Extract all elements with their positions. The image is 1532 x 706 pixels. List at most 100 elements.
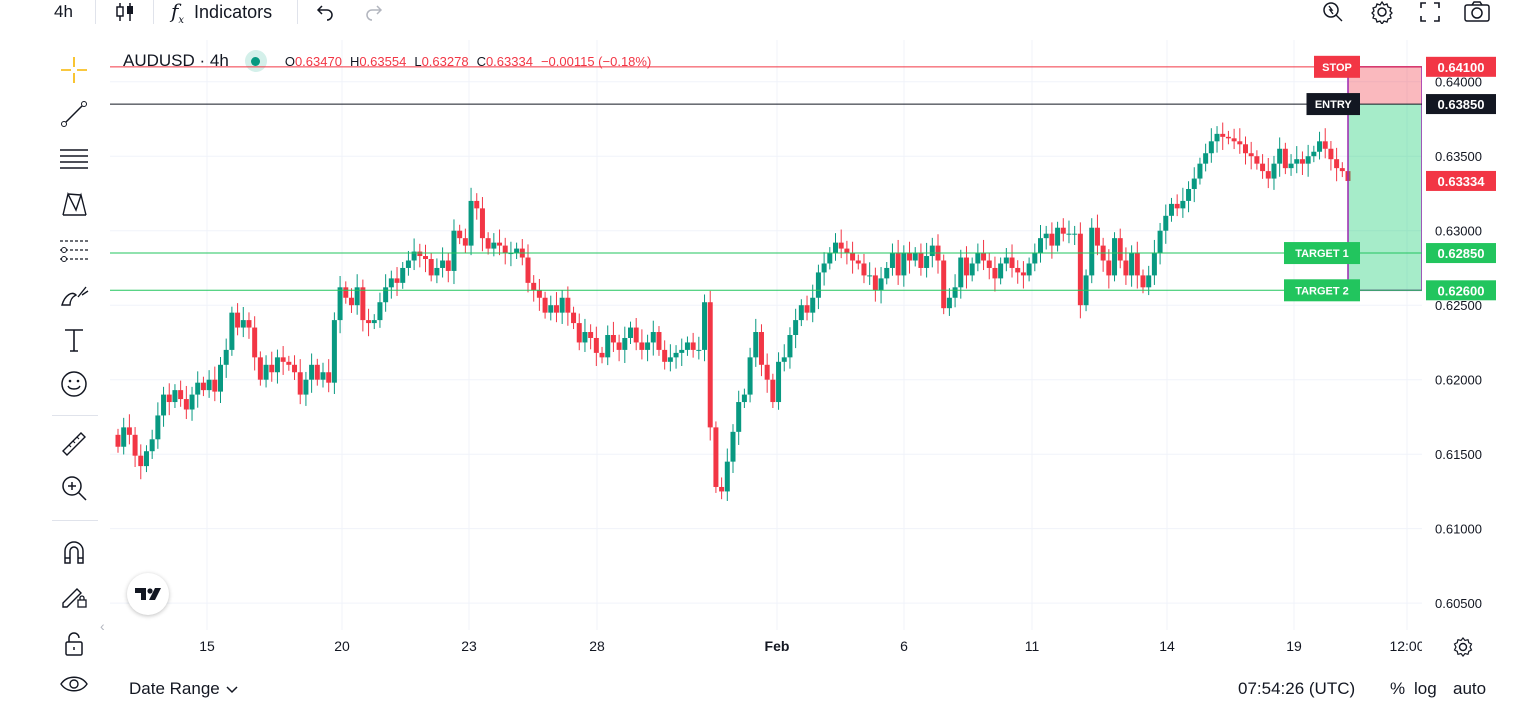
candle-body	[656, 332, 662, 350]
candle-body	[1305, 156, 1311, 164]
candle-body	[428, 259, 434, 276]
redo-icon[interactable]	[364, 0, 384, 24]
zoom-in-icon[interactable]	[52, 470, 96, 506]
candle-body	[377, 302, 383, 321]
candle-body	[724, 461, 730, 492]
lock-drawing-icon[interactable]	[52, 578, 96, 614]
candle-body	[753, 332, 759, 358]
unlock-icon[interactable]	[52, 626, 96, 662]
magnet-icon[interactable]	[52, 534, 96, 570]
candle-body	[673, 352, 679, 358]
candle-body	[474, 200, 480, 209]
last-price-label: 0.63334	[1438, 174, 1486, 189]
fullscreen-icon[interactable]	[1418, 0, 1442, 24]
text-tool-icon[interactable]	[52, 322, 96, 358]
interval-button[interactable]: 4h	[54, 2, 73, 21]
candle-body	[907, 253, 913, 261]
undo-icon[interactable]	[315, 0, 335, 24]
settings-gear-icon[interactable]	[1370, 0, 1394, 24]
candle-body	[986, 260, 992, 268]
symbol-title[interactable]: AUDUSD · 4h	[123, 51, 229, 70]
price-line-tag	[1314, 55, 1360, 78]
auto-toggle[interactable]: auto	[1453, 679, 1487, 698]
candle-body	[269, 364, 275, 373]
ruler-icon[interactable]	[52, 426, 96, 462]
scroll-left-icon[interactable]: ‹	[100, 618, 105, 634]
candle-body	[189, 394, 195, 410]
percent-toggle[interactable]: %	[1390, 679, 1406, 698]
brush-icon[interactable]	[52, 278, 96, 314]
eye-icon[interactable]	[52, 666, 96, 702]
candle-body	[645, 342, 651, 350]
indicators-button[interactable]: fx Indicators	[171, 0, 272, 26]
candle-body	[747, 357, 753, 395]
x-tick-label: 28	[589, 638, 605, 654]
price-line-tag	[1306, 93, 1360, 116]
fib-retracement-icon[interactable]	[52, 140, 96, 176]
candle-body	[411, 251, 417, 261]
candle-body	[605, 335, 611, 358]
x-tick-label: 23	[461, 638, 477, 654]
candle-body	[1094, 227, 1100, 246]
candle-body	[1043, 233, 1049, 239]
price-axis[interactable]: 0.64000 0.63500 0.63000 0.62500 0.62000 0.615…	[1422, 40, 1532, 630]
pattern-icon[interactable]	[52, 186, 96, 222]
trend-line-icon[interactable]	[52, 96, 96, 132]
candle-body	[793, 320, 799, 335]
candle-body	[1225, 136, 1231, 139]
candle-body	[1208, 141, 1214, 154]
candle-body	[650, 332, 656, 343]
candle-body	[1180, 200, 1186, 209]
candle-body	[1112, 238, 1118, 276]
time-axis[interactable]: 15 20 23 28 Feb 6 11 14 19 12:00	[110, 630, 1422, 664]
axis-price-tag	[1426, 280, 1496, 301]
x-tick-label: 15	[199, 638, 215, 654]
chevron-down-icon	[226, 679, 238, 699]
y-tick-label: 0.60500	[1435, 596, 1482, 611]
candle-body	[417, 251, 423, 257]
candle-body	[576, 323, 582, 343]
candle-body	[440, 260, 446, 268]
candle-body	[1055, 227, 1061, 246]
candle-body	[1146, 275, 1152, 288]
candle-body	[240, 320, 246, 328]
candle-body	[702, 302, 708, 350]
axis-price-tag	[1426, 243, 1496, 264]
candle-body	[1299, 159, 1305, 164]
candle-body	[309, 364, 315, 380]
candle-body	[491, 242, 497, 249]
candle-body	[337, 287, 343, 321]
candle-body	[912, 253, 918, 261]
candle-body	[497, 242, 503, 246]
candle-body	[161, 394, 167, 416]
candle-body	[1197, 163, 1203, 179]
axis-settings-icon[interactable]	[1452, 636, 1474, 663]
clock-display[interactable]: 07:54:26 (UTC)	[1238, 679, 1356, 698]
camera-icon[interactable]	[1463, 0, 1491, 24]
candle-body	[172, 390, 178, 403]
date-range-button[interactable]: Date Range	[129, 672, 238, 706]
last-price-tag	[1426, 170, 1496, 191]
forecast-icon[interactable]	[52, 232, 96, 268]
candle-body	[229, 312, 235, 350]
candle-body	[445, 260, 451, 271]
candle-body	[126, 427, 132, 435]
candle-body	[850, 253, 856, 261]
log-toggle[interactable]: log	[1414, 679, 1437, 698]
candle-body	[1060, 227, 1066, 234]
candle-body	[707, 302, 713, 428]
alert-icon[interactable]	[1321, 0, 1345, 24]
y-tick-label: 0.63500	[1435, 149, 1482, 164]
candle-body	[1254, 156, 1260, 164]
crosshair-icon[interactable]	[52, 52, 96, 88]
candle-body	[1066, 233, 1072, 235]
candle-body	[252, 327, 258, 358]
emoji-icon[interactable]	[52, 366, 96, 402]
price-chart[interactable]: STOP ENTRY TARGET 1 TARGET 2	[110, 40, 1422, 630]
y-tick-label: 0.62500	[1435, 298, 1482, 313]
candle-body	[1106, 260, 1112, 276]
candle-body	[354, 287, 360, 306]
candles-icon[interactable]	[114, 0, 136, 24]
candle-body	[952, 287, 958, 298]
tradingview-logo-icon[interactable]	[127, 573, 169, 615]
